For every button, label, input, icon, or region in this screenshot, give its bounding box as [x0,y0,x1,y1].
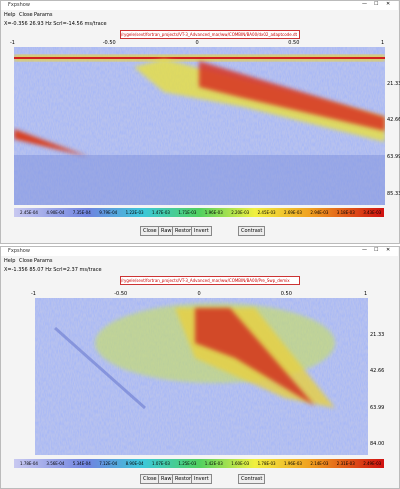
wedge [14,129,89,157]
colorbar-label: 1.42E-03 [204,461,223,466]
status-text: X=-1.356 85.07 Hz Scrl=2.37 ms/trace [4,267,102,273]
window-control[interactable]: ✕ [386,1,391,7]
window-control[interactable]: ☐ [374,1,379,7]
colorbar-label: 1.25E-03 [178,461,197,466]
window-title: Fxpshow [8,248,30,254]
x-tick-label: 0 [195,40,199,46]
button[interactable]: Close [140,474,160,484]
colorbar-label: 2.31E-03 [336,461,355,466]
button[interactable]: Contrast [238,474,266,484]
colorbar [14,459,384,468]
colorbar-label: 2.94E-03 [310,210,329,215]
menu-item[interactable]: Close [19,12,33,18]
menu-item[interactable]: Help [4,12,16,18]
colorbar-label: 1.78E-04 [20,461,38,466]
colorbar-label: 1.22E-03 [125,210,144,215]
window-control[interactable]: — [362,1,367,7]
button[interactable]: Close [140,226,160,236]
colorbar-label: 2.49E-03 [363,461,382,466]
status-text: X=-0.356 26.93 Hz Scrl=-14.56 ms/trace [4,21,107,27]
x-tick-label: -1 [10,40,15,46]
colorbar-label: 1.71E-03 [178,210,197,215]
x-tick-label: -0.50 [114,291,128,297]
top-band-red [14,57,385,59]
window-control[interactable]: ☐ [374,247,379,253]
colorbar-label: 2.45E-03 [257,210,276,215]
y-tick-label: 63.99 [370,404,385,411]
colorbar-label: 3.43E-03 [363,210,382,215]
colorbar-label: 3.18E-03 [336,210,355,215]
y-tick-label: 21.33 [387,80,400,87]
x-tick-label: 0.50 [288,40,300,46]
y-tick-label: 42.66 [370,368,385,375]
colorbar-label: 1.78E-03 [257,461,276,466]
x-tick-label: 0 [197,291,201,297]
colorbar-label: 7.35E-04 [72,210,91,215]
button[interactable]: Invert [191,226,212,236]
menu-item[interactable]: Params [34,258,53,264]
button[interactable]: Contrast [238,226,266,236]
title-bar [1,247,398,256]
y-tick-label: 85.33 [387,190,400,197]
colorbar-label: 1.60E-03 [231,461,250,466]
colorbar-label: 1.96E-03 [284,461,302,466]
colorbar-label: 5.34E-04 [72,461,91,466]
fan-red [199,61,385,131]
lower-band [14,155,385,205]
diagonal [54,326,146,410]
title-bar [1,1,398,10]
colorbar-label: 3.56E-04 [46,461,65,466]
x-tick-label: 1 [364,291,368,297]
window-control[interactable]: ✕ [386,247,391,253]
y-tick-label: 42.66 [387,117,400,124]
menu-item[interactable]: Params [34,12,53,18]
colorbar-label: 1.07E-03 [152,461,170,466]
y-tick-label: 21.33 [370,331,385,338]
x-tick-label: 1 [381,40,385,46]
colorbar-label: 8.90E-04 [125,461,144,466]
menu-item[interactable]: Help [4,258,16,264]
seismic-image [14,47,385,205]
y-tick-label: 63.99 [387,154,400,161]
colorbar-label: 4.90E-04 [46,210,65,215]
colorbar-label: 2.69E-03 [284,210,302,215]
fan-red [195,308,315,406]
menu-item[interactable]: Close [19,258,33,264]
y-tick-label: 84.00 [370,441,385,448]
x-tick-label: 0.50 [280,291,292,297]
colorbar-label: 1.96E-03 [204,210,223,215]
colorbar-label: 7.12E-04 [99,461,118,466]
path-field: /rygele/sevt/fortran_projects/VT-3_Advan… [120,30,300,39]
colorbar-label: 2.45E-04 [20,210,38,215]
x-tick-label: -1 [31,291,36,297]
colorbar [14,208,384,217]
seismic-image [35,298,368,455]
colorbar-label: 9.79E-04 [99,210,118,215]
colorbar-label: 2.14E-03 [310,461,329,466]
button[interactable]: Invert [191,474,212,484]
window-control[interactable]: — [362,247,367,253]
colorbar-label: 1.47E-03 [152,210,170,215]
x-tick-label: -0.50 [102,40,116,46]
path-field: /rygele/sevt/fortran_projects/VT-3_Advan… [120,276,300,285]
window-title: Fxpshow [8,2,30,8]
colorbar-label: 2.20E-03 [231,210,250,215]
